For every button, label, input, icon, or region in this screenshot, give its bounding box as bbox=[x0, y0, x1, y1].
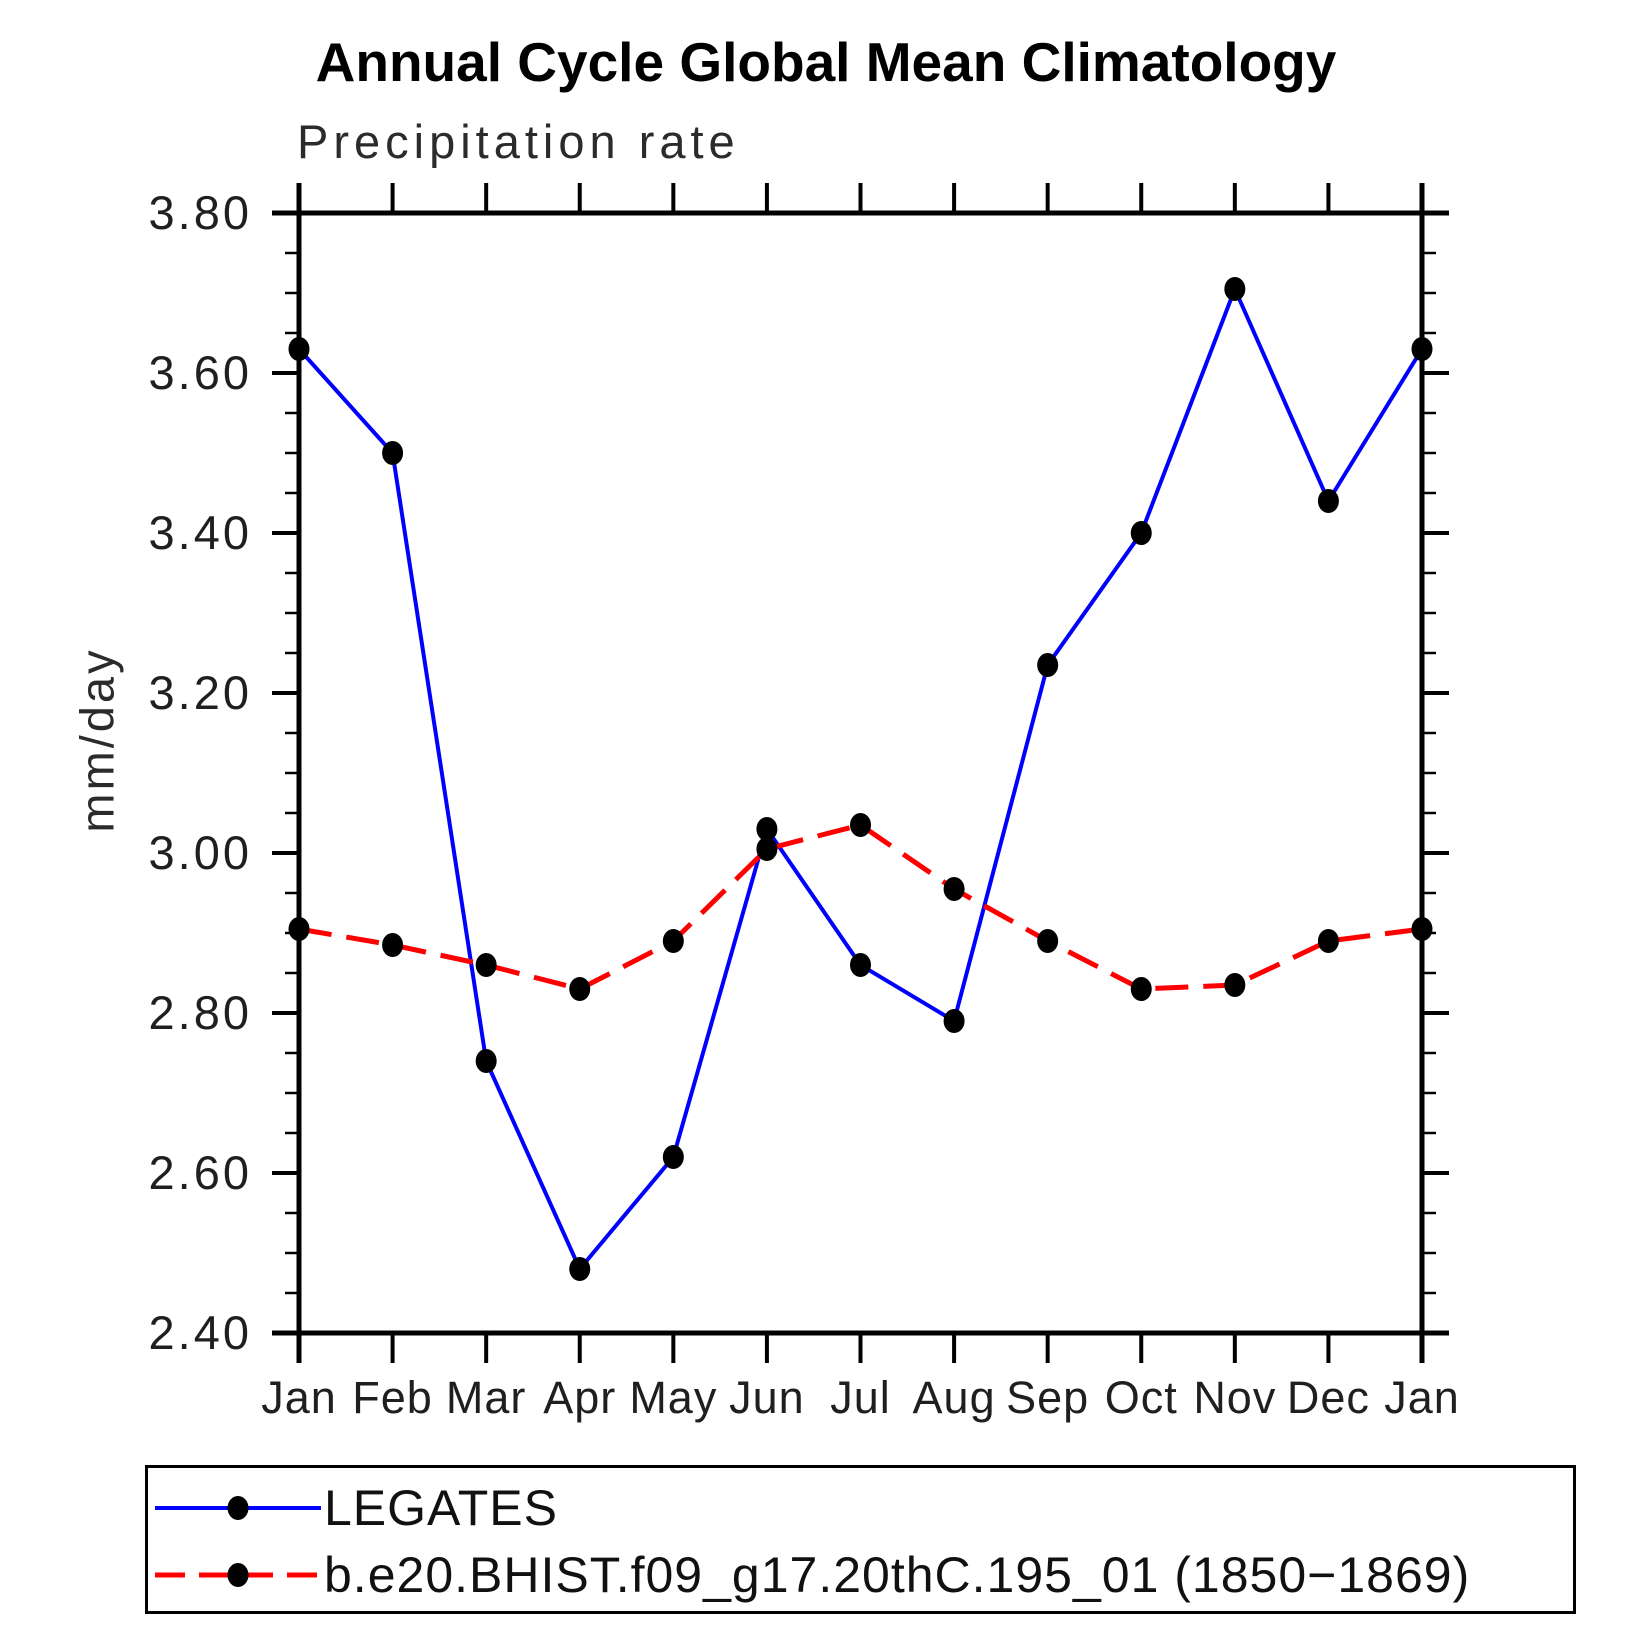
x-axis-tick-label: Jun bbox=[729, 1372, 805, 1423]
y-axis-tick-label: 3.00 bbox=[149, 826, 252, 879]
data-point-marker bbox=[475, 1049, 497, 1073]
x-axis-tick-label: Apr bbox=[543, 1372, 616, 1423]
data-point-marker bbox=[475, 953, 497, 977]
data-point-marker bbox=[662, 1145, 684, 1169]
data-point-marker bbox=[1130, 521, 1152, 545]
y-axis-tick-label: 3.40 bbox=[149, 506, 252, 559]
data-point-marker bbox=[288, 917, 310, 941]
x-axis-tick-label: Mar bbox=[446, 1372, 527, 1423]
y-axis-tick-label: 3.60 bbox=[149, 346, 252, 399]
data-point-marker bbox=[1317, 929, 1339, 953]
data-point-marker bbox=[943, 877, 965, 901]
data-point-marker bbox=[1037, 929, 1059, 953]
data-point-marker bbox=[382, 933, 404, 957]
data-point-marker bbox=[1224, 277, 1246, 301]
x-axis-tick-label: Jan bbox=[1384, 1372, 1460, 1423]
y-axis-tick-label: 2.40 bbox=[149, 1306, 252, 1359]
y-axis-tick-label: 2.60 bbox=[149, 1146, 252, 1199]
data-point-marker bbox=[1130, 977, 1152, 1001]
data-point-marker bbox=[382, 441, 404, 465]
data-point-marker bbox=[1411, 337, 1433, 361]
chart-title: Annual Cycle Global Mean Climatology bbox=[315, 31, 1337, 93]
series-line-legates bbox=[297, 283, 1424, 1273]
data-point-marker bbox=[850, 813, 871, 837]
data-point-marker bbox=[1317, 489, 1339, 513]
legend-item-model: b.e20.BHIST.f09_g17.20thC.195_01 (1850−1… bbox=[152, 1549, 1470, 1601]
data-point-marker bbox=[1224, 973, 1246, 997]
chart-subtitle: Precipitation rate bbox=[297, 115, 740, 168]
data-point-marker bbox=[756, 817, 778, 841]
data-point-marker bbox=[662, 929, 684, 953]
legend-item-legates: LEGATES bbox=[152, 1482, 558, 1534]
x-axis-tick-label: Feb bbox=[352, 1372, 433, 1423]
x-axis-tick-label: Sep bbox=[1006, 1372, 1089, 1423]
y-axis-tick-label: 2.80 bbox=[149, 986, 252, 1039]
y-axis-tick-label: 3.20 bbox=[149, 666, 252, 719]
x-axis-tick-label: May bbox=[629, 1372, 717, 1423]
legend-label-legates: LEGATES bbox=[324, 1480, 558, 1536]
x-axis-tick-label: Nov bbox=[1193, 1372, 1276, 1423]
x-axis-tick-label: Aug bbox=[913, 1372, 996, 1423]
x-axis-tick-label: Dec bbox=[1287, 1372, 1370, 1423]
data-point-marker bbox=[569, 977, 591, 1001]
data-point-marker bbox=[288, 337, 310, 361]
x-axis-tick-label: Oct bbox=[1105, 1372, 1178, 1423]
data-point-marker bbox=[1411, 917, 1433, 941]
legend-label-model: b.e20.BHIST.f09_g17.20thC.195_01 (1850−1… bbox=[324, 1547, 1471, 1603]
data-point-marker bbox=[1037, 653, 1059, 677]
legend: LEGATES b.e20.BHIST.f09_g17.20thC.195_01… bbox=[145, 1465, 1576, 1614]
legend-marker-circle-icon bbox=[227, 1563, 249, 1587]
data-point-marker bbox=[569, 1257, 591, 1281]
data-point-marker bbox=[850, 953, 871, 977]
x-axis-tick-label: Jan bbox=[261, 1372, 337, 1423]
legend-swatch-solid-line bbox=[155, 1496, 321, 1520]
y-axis-tick-label: 3.80 bbox=[149, 186, 252, 239]
legend-swatch-dashed-line bbox=[155, 1563, 321, 1587]
data-point-marker bbox=[943, 1009, 965, 1033]
legend-marker-circle-icon bbox=[227, 1496, 249, 1520]
x-axis-tick-label: Jul bbox=[830, 1372, 891, 1423]
data-point-marker bbox=[756, 837, 778, 861]
